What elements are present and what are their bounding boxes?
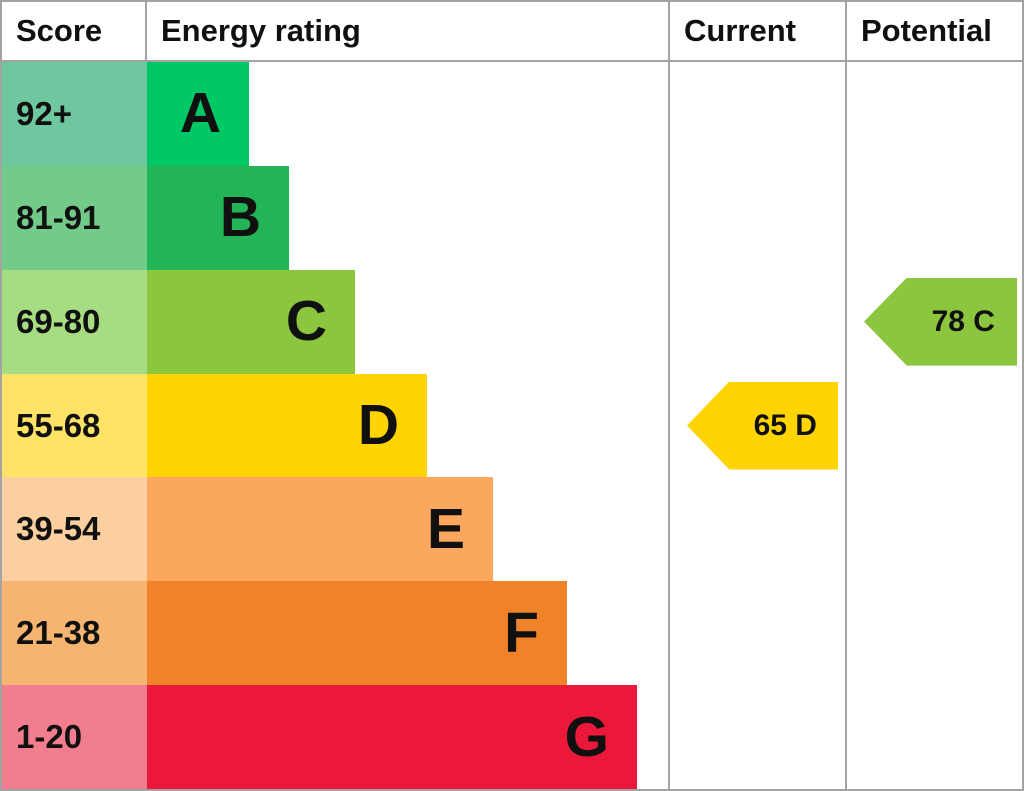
potential-slot-e	[847, 477, 1022, 581]
potential-slot-g	[847, 685, 1022, 789]
epc-row-d: 55-68 D	[2, 373, 668, 478]
score-range-label: 69-80	[2, 269, 147, 374]
potential-column: 78 C	[847, 62, 1022, 789]
score-range-label: 21-38	[2, 581, 147, 686]
header-energy-rating: Energy rating	[147, 2, 670, 60]
score-range-label: 81-91	[2, 165, 147, 270]
epc-row-f: 21-38 F	[2, 581, 668, 686]
rating-bands: 92+ A 81-91 B 69-80 C 55-68 D 39-54 E 21-38 F 1-20 G	[2, 62, 670, 789]
potential-slot-a	[847, 62, 1022, 166]
current-slot-c	[670, 270, 845, 374]
rating-bar-f: F	[147, 581, 567, 686]
potential-rating-arrow: 78 C	[864, 277, 1017, 366]
rating-bar-g: G	[147, 685, 637, 789]
chart-body: 92+ A 81-91 B 69-80 C 55-68 D 39-54 E 21-38 F 1-20 G …	[2, 62, 1022, 789]
epc-row-c: 69-80 C	[2, 269, 668, 374]
current-slot-g	[670, 685, 845, 789]
score-range-label: 1-20	[2, 685, 147, 789]
current-rating-arrow: 65 D	[687, 381, 838, 470]
score-range-label: 55-68	[2, 373, 147, 478]
epc-row-g: 1-20 G	[2, 685, 668, 789]
score-range-label: 92+	[2, 62, 147, 166]
rating-bar-c: C	[147, 269, 355, 374]
header-score: Score	[2, 2, 147, 60]
rating-bar-d: D	[147, 373, 427, 478]
current-slot-a	[670, 62, 845, 166]
score-range-label: 39-54	[2, 477, 147, 582]
header-potential: Potential	[861, 13, 992, 48]
potential-slot-d	[847, 374, 1022, 478]
rating-bar-b: B	[147, 165, 289, 270]
current-slot-b	[670, 166, 845, 270]
rating-bar-e: E	[147, 477, 493, 582]
epc-row-a: 92+ A	[2, 62, 668, 166]
rating-bar-a: A	[147, 62, 249, 166]
current-slot-e	[670, 477, 845, 581]
epc-row-b: 81-91 B	[2, 165, 668, 270]
header-row: Score Energy rating Current Potential	[2, 2, 1022, 62]
header-current: Current	[670, 2, 847, 60]
current-slot-f	[670, 581, 845, 685]
current-slot-d: 65 D	[670, 374, 845, 478]
current-column: 65 D	[670, 62, 847, 789]
potential-slot-c: 78 C	[847, 270, 1022, 374]
potential-slot-b	[847, 166, 1022, 270]
epc-row-e: 39-54 E	[2, 477, 668, 582]
potential-slot-f	[847, 581, 1022, 685]
